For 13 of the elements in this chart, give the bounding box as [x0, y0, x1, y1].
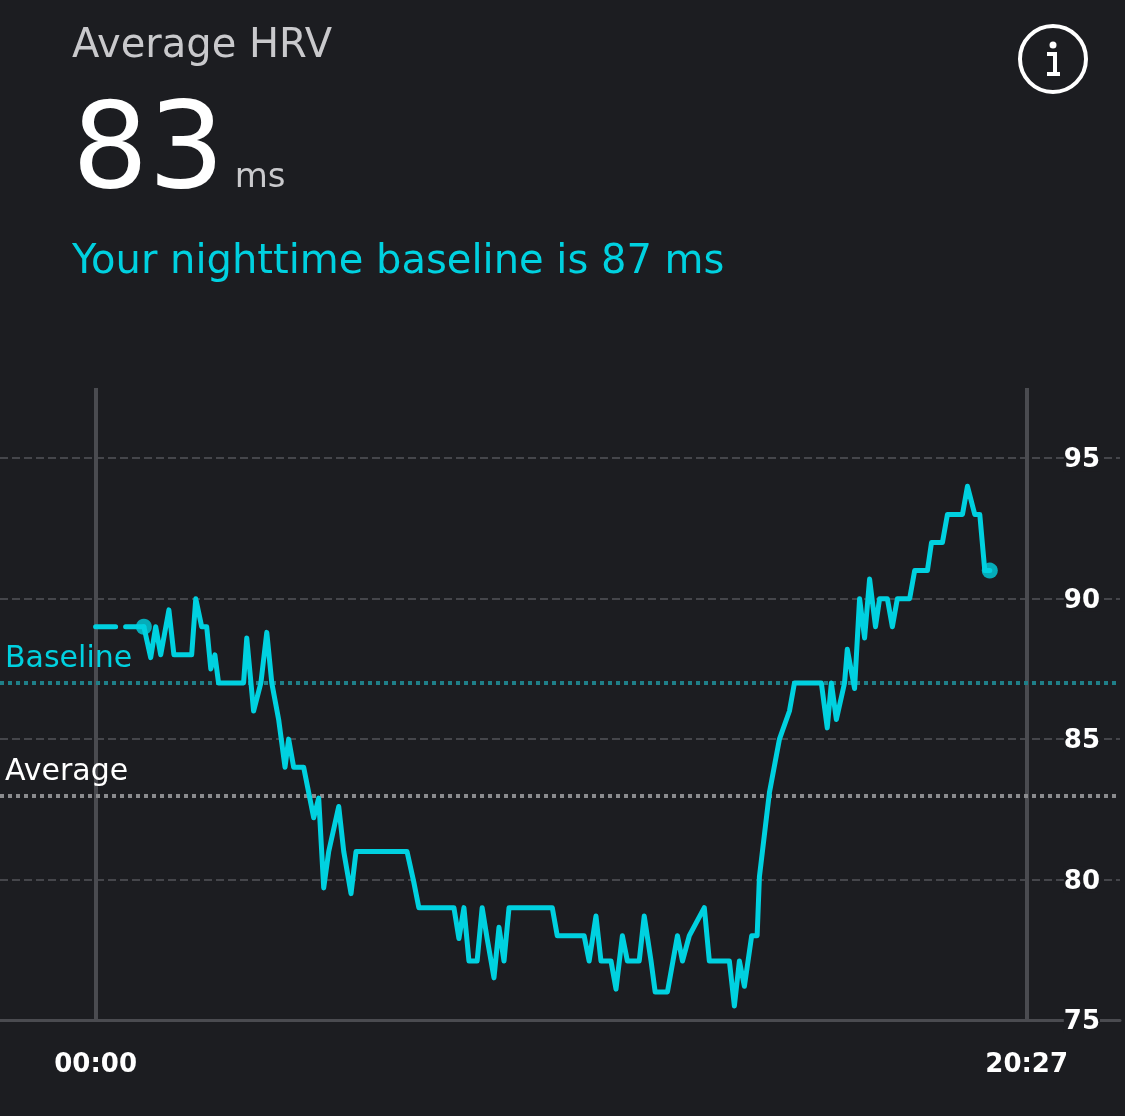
chart-title: Average HRV [72, 20, 334, 66]
x-tick-label: 00:00 [54, 1048, 137, 1078]
ref-line-label: Average [5, 751, 129, 787]
y-tick-label: 95 [1063, 443, 1100, 474]
x-tick-label: 20:27 [985, 1048, 1069, 1078]
text: 83 [72, 76, 225, 215]
y-tick-label: 85 [1063, 724, 1100, 755]
y-tick-label: 75 [1063, 1005, 1100, 1035]
text: ms [234, 155, 286, 195]
y-tick-label: 80 [1063, 864, 1100, 895]
ref-line-label: Baseline [5, 639, 133, 675]
chart-subtitle: Your nighttime baseline is 87 ms [72, 236, 725, 282]
y-tick-label: 90 [1063, 583, 1100, 614]
